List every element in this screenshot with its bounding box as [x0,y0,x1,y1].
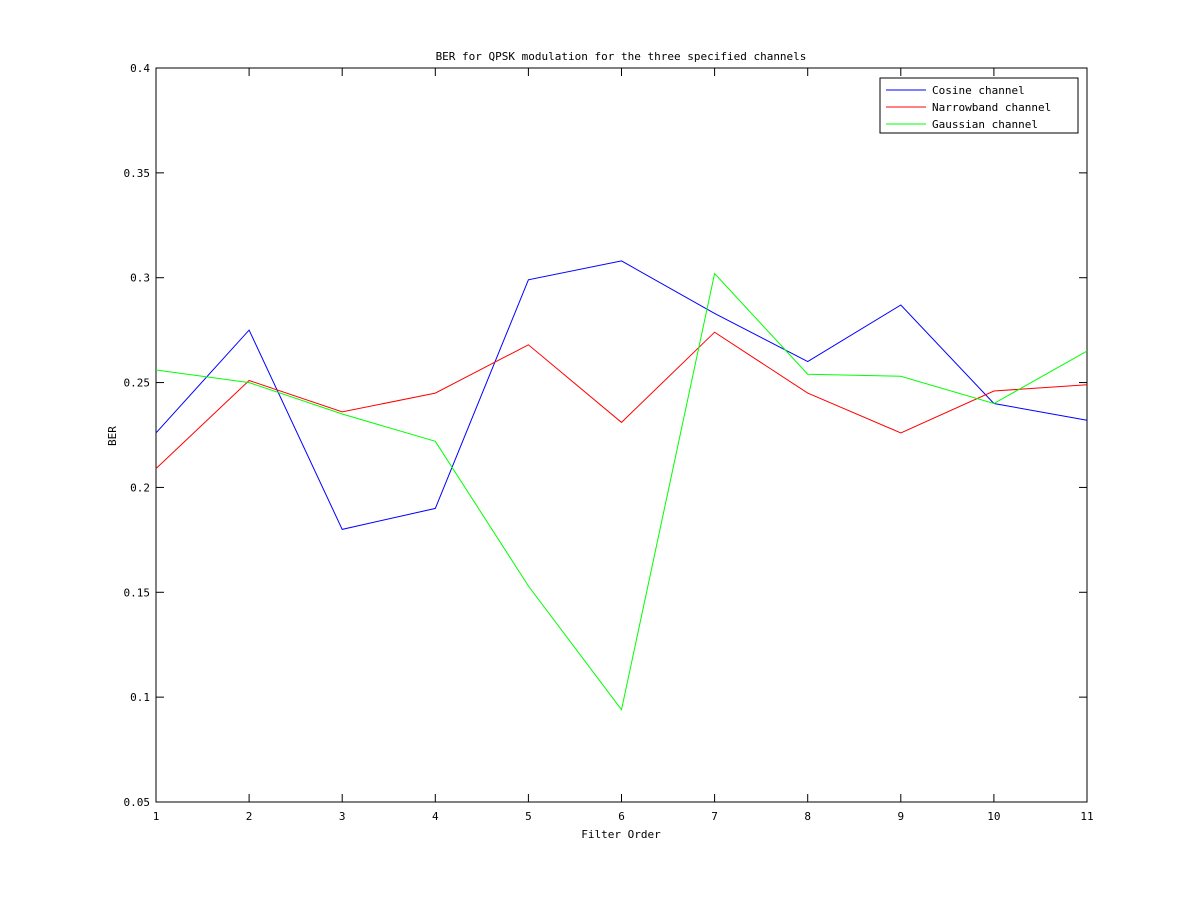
y-axis-label: BER [106,426,119,446]
y-tick-label: 0.4 [130,62,150,75]
plot-area [155,67,1088,803]
x-tick-label: 5 [525,810,532,823]
series-line-3 [155,272,1088,711]
y-tick-label: 0.2 [130,481,150,494]
y-tick-label: 0.05 [124,796,151,809]
x-tick-label: 2 [246,810,253,823]
legend-label: Gaussian channel [932,118,1038,131]
series-group [155,260,1088,711]
y-tick-label: 0.25 [124,377,151,390]
legend-label: Cosine channel [932,84,1025,97]
y-tick-label: 0.1 [130,691,150,704]
y-tick-label: 0.15 [124,586,151,599]
x-tick-label: 3 [339,810,346,823]
x-tick-label: 8 [804,810,811,823]
series-line-2 [155,331,1088,469]
legend-label: Narrowband channel [932,101,1051,114]
x-tick-label: 10 [987,810,1000,823]
legend: Cosine channel Narrowband channel Gaussian… [879,77,1079,134]
y-tick-label: 0.3 [130,272,150,285]
series-line-1 [155,260,1088,530]
x-tick-label: 11 [1080,810,1093,823]
x-tick-label: 1 [153,810,160,823]
x-tick-label: 6 [618,810,625,823]
x-axis-label: Filter Order [581,828,661,841]
x-tick-label: 7 [711,810,718,823]
x-tick-label: 4 [432,810,439,823]
x-tick-label: 9 [897,810,904,823]
axis-ticks: 1 2 3 4 5 6 7 8 9 10 11 0.05 0.1 0.15 0.2 0.25 0.3 0.35 0.… [124,62,1094,823]
y-tick-label: 0.35 [124,167,151,180]
chart-title: BER for QPSK modulation for the three sp… [436,50,807,63]
